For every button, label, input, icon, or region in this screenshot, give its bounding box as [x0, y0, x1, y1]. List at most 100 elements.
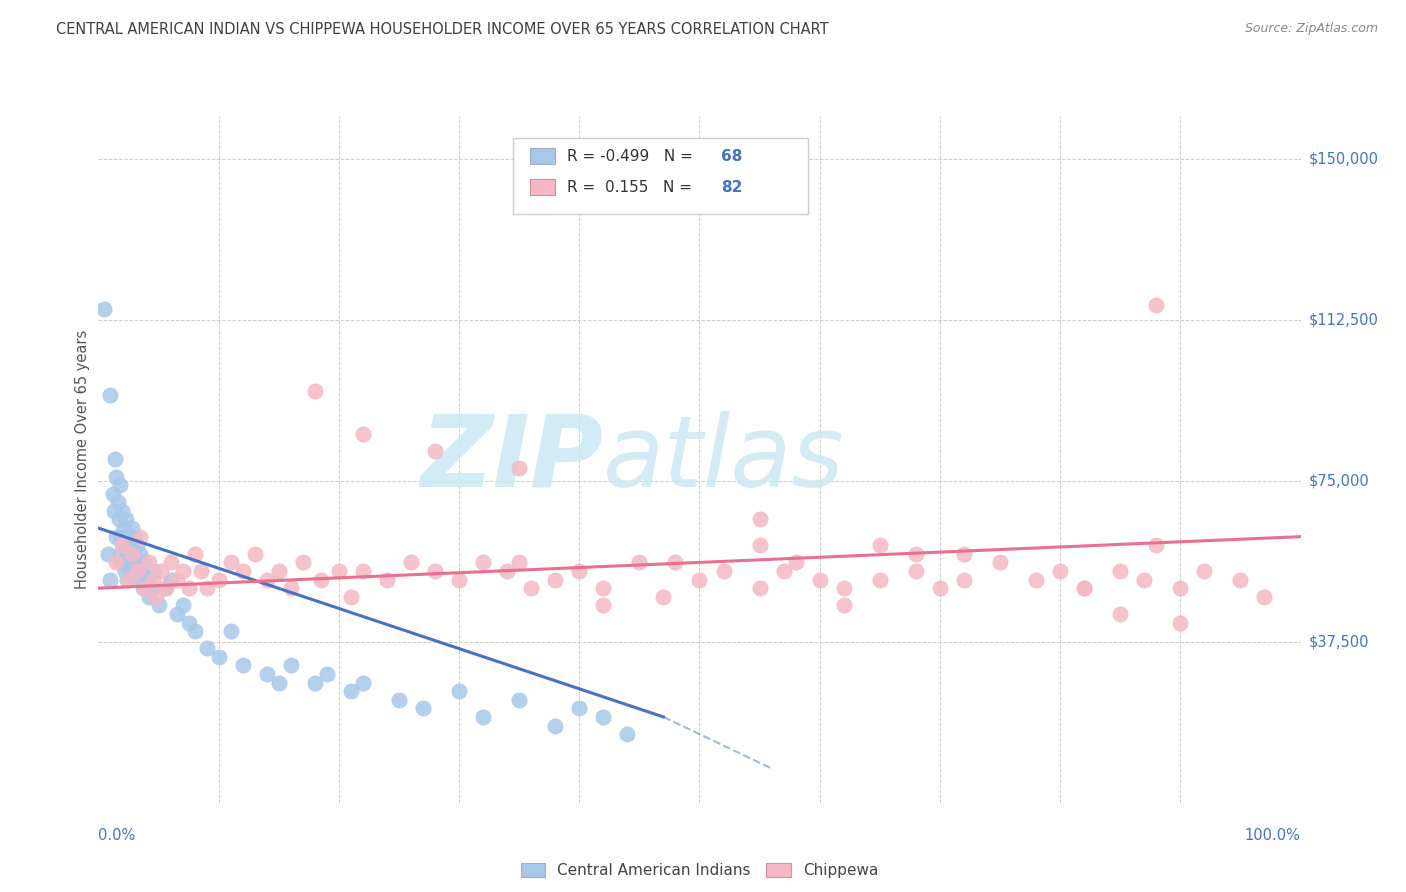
Point [399, 555, 422, 570]
Point [120, 555, 142, 570]
Point [520, 581, 543, 595]
Point [340, 590, 363, 604]
Point [111, 538, 134, 552]
Point [447, 573, 470, 587]
Point [1229, 573, 1251, 587]
Point [1109, 564, 1132, 578]
Point [117, 559, 139, 574]
Point [141, 573, 163, 587]
Point [108, 547, 131, 561]
Point [340, 684, 363, 698]
Point [592, 599, 614, 613]
Point [664, 555, 686, 570]
Point [832, 599, 855, 613]
Point [149, 564, 172, 578]
Text: $37,500: $37,500 [1309, 634, 1369, 649]
Point [1109, 607, 1132, 621]
Point [328, 564, 350, 578]
Text: R =  0.155   N =: R = 0.155 N = [567, 180, 696, 194]
Point [122, 547, 145, 561]
Point [592, 581, 614, 595]
Point [115, 512, 138, 526]
Point [195, 581, 218, 595]
Point [423, 443, 446, 458]
Point [1025, 573, 1047, 587]
Point [208, 649, 231, 664]
Point [177, 615, 200, 630]
Point [125, 559, 148, 574]
Point [100, 388, 122, 402]
Point [304, 675, 326, 690]
Point [104, 452, 127, 467]
Point [112, 521, 135, 535]
Point [166, 573, 188, 587]
Point [129, 547, 152, 561]
Point [110, 530, 132, 544]
Point [352, 675, 374, 690]
Point [652, 590, 675, 604]
Point [616, 727, 638, 741]
Text: $150,000: $150,000 [1309, 152, 1379, 167]
Point [256, 667, 278, 681]
Text: CENTRAL AMERICAN INDIAN VS CHIPPEWA HOUSEHOLDER INCOME OVER 65 YEARS CORRELATION: CENTRAL AMERICAN INDIAN VS CHIPPEWA HOUS… [56, 22, 830, 37]
Point [132, 555, 155, 570]
Point [472, 710, 495, 724]
Point [145, 590, 167, 604]
Point [1073, 581, 1095, 595]
Point [375, 573, 398, 587]
Point [628, 555, 651, 570]
Point [121, 521, 143, 535]
Point [291, 555, 314, 570]
Point [159, 573, 181, 587]
Point [748, 581, 770, 595]
Point [953, 573, 976, 587]
Point [117, 573, 139, 587]
Point [280, 658, 302, 673]
Point [127, 555, 149, 570]
Point [1049, 564, 1071, 578]
Text: atlas: atlas [603, 411, 845, 508]
Point [869, 538, 891, 552]
Point [544, 718, 567, 732]
Text: $75,000: $75,000 [1309, 474, 1369, 488]
Point [232, 564, 254, 578]
Point [315, 667, 337, 681]
Point [153, 581, 176, 595]
Point [1144, 538, 1167, 552]
Point [117, 530, 139, 544]
Point [412, 701, 434, 715]
Point [105, 530, 128, 544]
Y-axis label: Householder Income Over 65 years: Householder Income Over 65 years [75, 330, 90, 589]
Point [568, 701, 591, 715]
Point [772, 564, 794, 578]
Point [132, 581, 155, 595]
Text: ZIP: ZIP [420, 411, 603, 508]
Text: R = -0.499   N =: R = -0.499 N = [567, 149, 697, 163]
Point [117, 573, 139, 587]
Point [423, 564, 446, 578]
Point [219, 624, 242, 639]
Point [100, 573, 122, 587]
Point [111, 504, 134, 518]
Point [208, 573, 231, 587]
Point [124, 530, 146, 544]
Text: 82: 82 [721, 180, 742, 194]
Text: $112,500: $112,500 [1309, 312, 1379, 327]
Point [869, 573, 891, 587]
Point [688, 573, 710, 587]
Point [280, 581, 302, 595]
Point [988, 555, 1011, 570]
Point [105, 555, 128, 570]
Point [544, 573, 567, 587]
Point [256, 573, 278, 587]
Point [141, 581, 163, 595]
Point [748, 538, 770, 552]
Point [172, 564, 194, 578]
Point [748, 512, 770, 526]
Point [195, 641, 218, 656]
Point [131, 564, 153, 578]
Point [267, 675, 290, 690]
Point [1073, 581, 1095, 595]
Point [108, 478, 131, 492]
Point [114, 564, 136, 578]
